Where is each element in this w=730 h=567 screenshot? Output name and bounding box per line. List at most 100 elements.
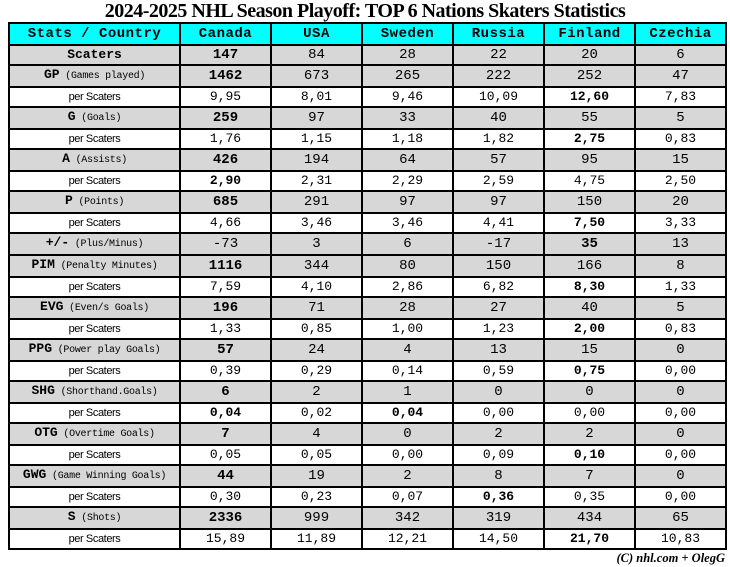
value-cell: 0,39 — [179, 360, 272, 382]
value-cell: 4,75 — [543, 170, 636, 192]
value-cell: 80 — [361, 254, 454, 278]
per-skaters-row: per Scaters 2,90 2,31 2,29 2,59 4,75 2,50 — [8, 170, 727, 192]
per-skaters-row: per Scaters 0,05 0,05 0,00 0,09 0,10 0,00 — [8, 444, 727, 466]
stat-label-cell: A (Assists) — [8, 148, 181, 172]
value-cell: 65 — [634, 506, 727, 530]
value-cell: 2,59 — [452, 170, 545, 192]
stat-row: GP (Games played) 1462 673 265 222 252 47 — [8, 64, 727, 88]
value-cell: 2 — [270, 380, 363, 404]
value-cell: 6 — [179, 380, 272, 404]
value-cell: 1,82 — [452, 128, 545, 150]
value-cell: 28 — [361, 44, 454, 66]
value-cell: 8 — [452, 464, 545, 488]
value-cell: 7 — [179, 422, 272, 446]
stat-row: SHG (Shorthand.Goals) 6 2 1 0 0 0 — [8, 380, 727, 404]
value-cell: -73 — [179, 232, 272, 256]
value-cell: 0,30 — [179, 486, 272, 508]
value-cell: 1,18 — [361, 128, 454, 150]
value-cell: 15 — [543, 338, 636, 362]
stat-description: (Power play Goals) — [52, 345, 161, 356]
stat-row: G (Goals) 259 97 33 40 55 5 — [8, 106, 727, 130]
per-skaters-row: per Scaters 4,66 3,46 3,46 4,41 7,50 3,33 — [8, 212, 727, 234]
value-cell: 2,75 — [543, 128, 636, 150]
value-cell: 0,07 — [361, 486, 454, 508]
stat-row: GWG (Game Winning Goals) 44 19 2 8 7 0 — [8, 464, 727, 488]
value-cell: 13 — [634, 232, 727, 256]
stat-row: PPG (Power play Goals) 57 24 4 13 15 0 — [8, 338, 727, 362]
value-cell: 194 — [270, 148, 363, 172]
value-cell: 1 — [361, 380, 454, 404]
stat-label-cell: G (Goals) — [8, 106, 181, 130]
value-cell: 3 — [270, 232, 363, 256]
value-cell: 319 — [452, 506, 545, 530]
stat-abbr: GWG — [22, 467, 47, 482]
value-cell: 0 — [634, 380, 727, 404]
stat-description: (Shots) — [75, 513, 122, 524]
stat-row: +/- (Plus/Minus) -73 3 6 -17 35 13 — [8, 232, 727, 256]
value-cell: 434 — [543, 506, 636, 530]
value-cell: 97 — [452, 190, 545, 214]
value-cell: 4,41 — [452, 212, 545, 234]
value-cell: 95 — [543, 148, 636, 172]
per-label-cell: per Scaters — [8, 86, 181, 108]
value-cell: 22 — [452, 44, 545, 66]
value-cell: 147 — [179, 44, 272, 66]
value-cell: 0,14 — [361, 360, 454, 382]
value-cell: 13 — [452, 338, 545, 362]
value-cell: 84 — [270, 44, 363, 66]
stat-abbr: PPG — [28, 341, 53, 356]
value-cell: 9,95 — [179, 86, 272, 108]
value-cell: 3,33 — [634, 212, 727, 234]
value-cell: 6,82 — [452, 276, 545, 298]
per-skaters-label: per Scaters — [68, 133, 121, 145]
value-cell: 2,29 — [361, 170, 454, 192]
stat-abbr: OTG — [34, 425, 58, 440]
value-cell: 15,89 — [179, 528, 272, 550]
value-cell: 1116 — [179, 254, 272, 278]
per-label-cell: per Scaters — [8, 486, 181, 508]
table-header-row: Stats / Country Canada USA Sweden Russia… — [8, 22, 727, 46]
value-cell: 252 — [543, 64, 636, 88]
stat-label-cell: PIM (Penalty Minutes) — [8, 254, 181, 278]
value-cell: 15 — [634, 148, 727, 172]
value-cell: 0,83 — [634, 318, 727, 340]
value-cell: 0,85 — [270, 318, 363, 340]
column-header-sweden: Sweden — [361, 22, 454, 46]
value-cell: 0,00 — [634, 402, 727, 424]
per-label-cell: per Scaters — [8, 276, 181, 298]
per-label-cell: per Scaters — [8, 170, 181, 192]
value-cell: 2,31 — [270, 170, 363, 192]
value-cell: 1462 — [179, 64, 272, 88]
value-cell: 3,46 — [361, 212, 454, 234]
stat-abbr: A — [62, 151, 70, 166]
value-cell: 27 — [452, 296, 545, 320]
stat-abbr: GP — [43, 67, 60, 82]
stats-table: Stats / Country Canada USA Sweden Russia… — [8, 22, 727, 550]
value-cell: 4 — [270, 422, 363, 446]
value-cell: -17 — [452, 232, 545, 256]
value-cell: 97 — [361, 190, 454, 214]
value-cell: 2 — [361, 464, 454, 488]
value-cell: 47 — [634, 64, 727, 88]
value-cell: 0 — [634, 422, 727, 446]
stat-label-cell: GWG (Game Winning Goals) — [8, 464, 181, 488]
value-cell: 0,02 — [270, 402, 363, 424]
value-cell: 8 — [634, 254, 727, 278]
value-cell: 342 — [361, 506, 454, 530]
value-cell: 20 — [634, 190, 727, 214]
stat-abbr: EVG — [40, 299, 64, 314]
value-cell: 4,10 — [270, 276, 363, 298]
value-cell: 1,15 — [270, 128, 363, 150]
per-skaters-row: per Scaters 15,89 11,89 12,21 14,50 21,70 10,8… — [8, 528, 727, 550]
stat-description: (Shorthand.Goals) — [54, 387, 158, 398]
per-skaters-row: per Scaters 0,30 0,23 0,07 0,36 0,35 0,00 — [8, 486, 727, 508]
stat-label-cell: GP (Games played) — [8, 64, 181, 88]
per-skaters-row: per Scaters 1,33 0,85 1,00 1,23 2,00 0,83 — [8, 318, 727, 340]
value-cell: 150 — [543, 190, 636, 214]
value-cell: 35 — [543, 232, 636, 256]
value-cell: 8,01 — [270, 86, 363, 108]
value-cell: 0,00 — [634, 486, 727, 508]
stat-row: OTG (Overtime Goals) 7 4 0 2 2 0 — [8, 422, 727, 446]
stat-description: (Penalty Minutes) — [54, 261, 158, 272]
table-body: Scaters 147 84 28 22 20 6 GP (Games played) 1462… — [8, 44, 727, 550]
